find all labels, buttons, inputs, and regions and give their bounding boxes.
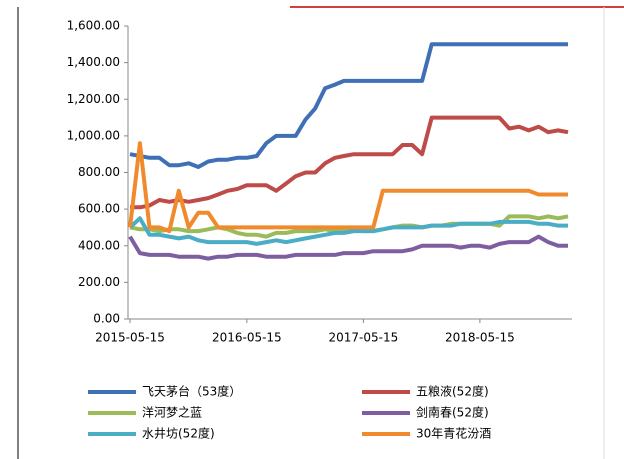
y-tick-label: 1,400.00 [67, 55, 120, 69]
y-tick-label: 400.00 [78, 238, 120, 252]
y-tick-label: 200.00 [78, 275, 120, 289]
legend-label: 五粮液(52度) [416, 384, 489, 399]
x-tick-label: 2017-05-15 [328, 331, 398, 345]
y-tick-label: 0.00 [93, 312, 120, 326]
series-line [129, 42, 568, 169]
series-line [128, 141, 568, 234]
x-tick-label: 2018-05-15 [445, 331, 515, 345]
series-line [130, 115, 569, 210]
legend-label: 水井坊(52度) [142, 426, 215, 441]
legend-label: 剑南春(52度) [416, 405, 489, 420]
y-tick-label: 800.00 [78, 165, 120, 179]
y-tick-label: 600.00 [78, 202, 120, 216]
x-tick-label: 2015-05-15 [95, 331, 165, 345]
series-line [128, 234, 568, 261]
x-tick-label: 2016-05-15 [212, 331, 282, 345]
legend-label: 洋河梦之蓝 [142, 405, 202, 420]
y-tick-label: 1,600.00 [67, 19, 120, 33]
y-tick-label: 1,200.00 [67, 92, 120, 106]
legend-label: 30年青花汾酒 [416, 426, 491, 441]
legend-label: 飞天茅台（53度） [142, 384, 241, 399]
y-tick-label: 1,000.00 [67, 128, 120, 142]
series-line [128, 216, 568, 246]
